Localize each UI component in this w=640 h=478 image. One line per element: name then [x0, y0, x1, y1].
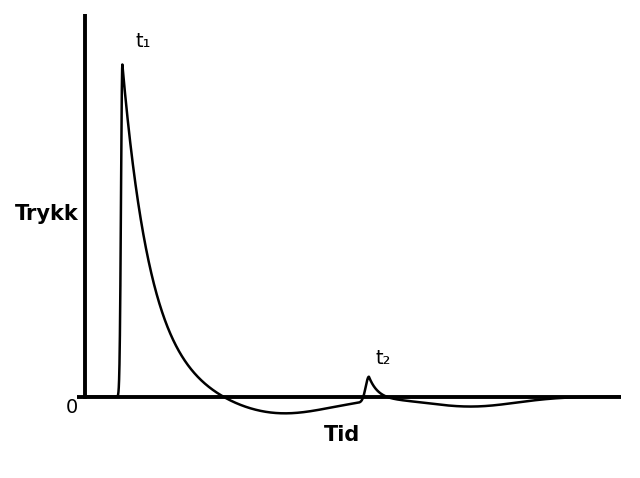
Text: t₁: t₁ — [136, 32, 151, 51]
Text: 0: 0 — [66, 398, 79, 417]
Text: t₂: t₂ — [375, 349, 391, 369]
Text: Tid: Tid — [324, 425, 360, 445]
Text: Trykk: Trykk — [15, 204, 79, 224]
